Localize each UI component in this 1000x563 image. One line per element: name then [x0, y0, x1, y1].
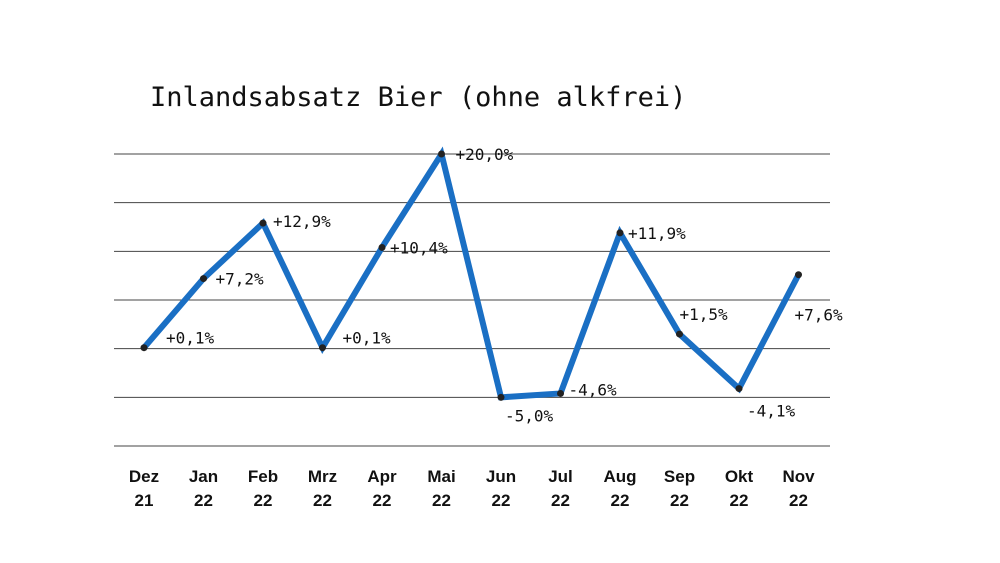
- data-point: [259, 219, 267, 227]
- data-label: +10,4%: [390, 238, 448, 257]
- x-tick-label: Sep 22: [664, 467, 695, 510]
- data-label: +1,5%: [680, 305, 729, 324]
- data-label: +0,1%: [343, 329, 392, 348]
- data-labels: +0,1% +7,2% +12,9% +0,1% +10,4% +20,0% -5,0% -4…: [166, 145, 843, 425]
- series-layer: [140, 146, 802, 401]
- x-tick-label: Dez 21: [129, 467, 159, 510]
- series-line: [141, 146, 802, 401]
- data-label: -4,1%: [747, 402, 796, 421]
- grid-lines: [114, 153, 830, 447]
- x-tick-label: Mai 22: [427, 467, 455, 510]
- x-tick-label: Jul 22: [548, 467, 573, 510]
- data-point: [140, 344, 148, 352]
- data-label: +11,9%: [628, 224, 686, 243]
- data-label: -4,6%: [569, 380, 618, 399]
- data-point: [735, 385, 743, 393]
- data-label: +7,2%: [216, 270, 265, 289]
- x-tick-label: Aug 22: [603, 467, 636, 510]
- data-point: [319, 344, 326, 352]
- x-tick-label: Feb 22: [248, 467, 278, 510]
- data-point: [616, 229, 624, 237]
- data-label: +20,0%: [456, 145, 514, 164]
- x-tick-label: Nov 22: [782, 467, 815, 510]
- data-point: [438, 150, 445, 158]
- data-label: +12,9%: [273, 212, 331, 231]
- data-point: [557, 389, 564, 397]
- x-tick-label: Apr 22: [367, 467, 397, 510]
- x-axis-ticks: Dez 21 Jan 22 Feb 22 Mrz 22 Apr 22 Mai 22 Jun 22 Jul 22…: [129, 467, 815, 510]
- x-tick-label: Okt 22: [725, 467, 754, 510]
- x-tick-label: Mrz 22: [308, 467, 337, 510]
- data-point: [497, 393, 505, 401]
- data-label: +0,1%: [166, 329, 215, 348]
- x-tick-label: Jun 22: [486, 467, 516, 510]
- data-label: +7,6%: [795, 306, 844, 325]
- data-label: -5,0%: [505, 406, 554, 425]
- data-point: [378, 243, 386, 251]
- data-point: [795, 271, 802, 279]
- x-tick-label: Jan 22: [189, 467, 218, 510]
- data-point: [200, 275, 207, 283]
- chart-title: Inlandsabsatz Bier (ohne alkfrei): [150, 82, 686, 113]
- data-point: [676, 330, 683, 338]
